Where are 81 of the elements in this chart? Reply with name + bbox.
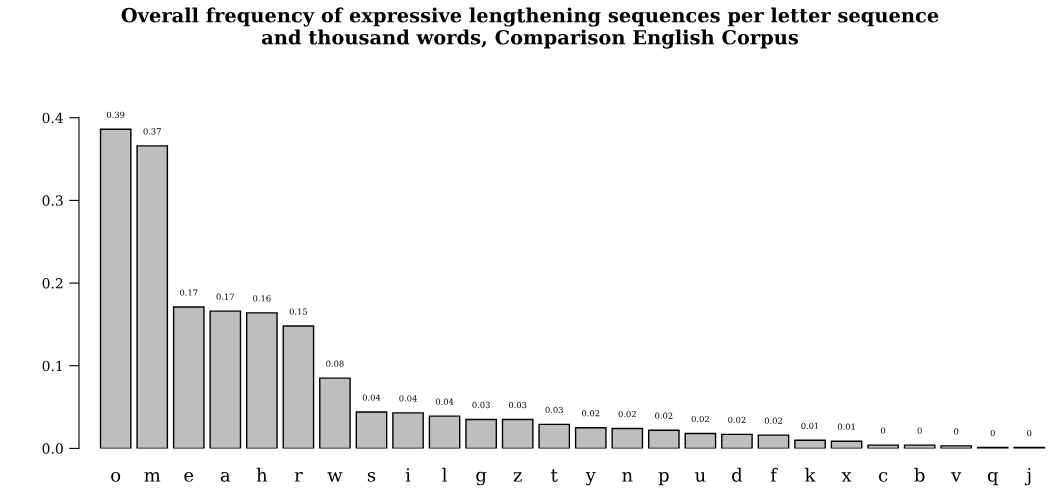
x-tick-label: r <box>294 471 303 482</box>
x-tick-label: l <box>442 467 447 482</box>
x-tick-label: c <box>878 471 888 482</box>
x-tick-label: y <box>585 471 596 486</box>
data-label: 0.02 <box>728 416 746 424</box>
data-label: 0.02 <box>582 410 600 417</box>
y-tick-label: 0.2 <box>42 278 63 289</box>
data-label: 0.03 <box>472 401 490 409</box>
data-label: 0.02 <box>618 410 636 418</box>
data-label: 0.04 <box>399 395 417 402</box>
x-tick-label: q <box>987 471 998 486</box>
bar <box>574 427 607 449</box>
bar <box>538 423 571 449</box>
bar <box>647 429 680 449</box>
bar <box>172 306 205 449</box>
data-label: 0 <box>954 428 959 435</box>
x-tick-label: o <box>111 471 121 482</box>
x-tick-label: p <box>658 471 669 486</box>
data-label: 0.03 <box>545 406 563 414</box>
data-label: 0.08 <box>326 360 344 367</box>
data-label: 0.01 <box>801 422 819 429</box>
bar <box>501 418 534 449</box>
data-label: 0 <box>881 427 886 434</box>
bar <box>611 427 644 449</box>
y-tick-label: 0.4 <box>42 112 64 124</box>
y-tick-label: 0.1 <box>42 360 62 372</box>
x-tick-label: u <box>695 472 706 482</box>
x-tick-label: v <box>951 472 962 482</box>
x-tick-label: j <box>1024 468 1031 486</box>
bar <box>392 412 424 449</box>
x-tick-label: f <box>770 467 778 482</box>
bar <box>867 444 899 449</box>
bar <box>794 439 826 449</box>
bar <box>245 312 278 449</box>
data-label: 0 <box>990 429 995 437</box>
x-tick-label: z <box>513 472 522 482</box>
data-label: 0.03 <box>508 401 527 409</box>
x-tick-label: n <box>622 471 633 482</box>
bar <box>355 411 388 449</box>
data-label: 0 <box>917 427 922 434</box>
data-label: 0.17 <box>216 293 234 300</box>
bar <box>209 310 242 449</box>
data-label: 0.02 <box>691 415 709 423</box>
bar <box>319 377 351 449</box>
bar <box>940 445 973 449</box>
data-label: 0.15 <box>289 308 308 315</box>
bar <box>684 432 717 449</box>
x-tick-label: g <box>476 471 487 486</box>
x-tick-label: a <box>220 471 231 482</box>
x-tick-label: t <box>551 469 558 482</box>
x-tick-label: e <box>184 471 194 482</box>
bar <box>903 444 936 449</box>
bar <box>282 325 315 449</box>
bar <box>757 434 790 449</box>
data-label: 0.02 <box>655 412 673 419</box>
data-label: 0.02 <box>764 417 782 424</box>
bar <box>136 145 169 449</box>
x-tick-label: s <box>367 471 376 482</box>
bar <box>428 415 461 449</box>
x-tick-label: d <box>732 467 743 482</box>
y-tick-label: 0.0 <box>42 443 63 454</box>
x-tick-label: i <box>405 468 411 482</box>
data-label: 0.37 <box>143 128 161 135</box>
x-tick-label: h <box>256 467 268 482</box>
data-label: 0.16 <box>253 295 271 302</box>
data-label: 0.04 <box>362 394 381 401</box>
chart-title: Overall frequency of expressive lengthening sequences per letter sequence and thousand words, Comparison English Corpus <box>121 7 939 49</box>
x-tick-label: w <box>327 472 343 482</box>
bar <box>721 433 753 449</box>
data-label: 0.17 <box>180 289 198 296</box>
x-tick-label: b <box>914 467 925 482</box>
x-tick-label: k <box>805 467 816 482</box>
data-label: 0.04 <box>435 398 454 405</box>
data-label: 0 <box>1027 429 1032 437</box>
y-tick-label: 0.3 <box>42 195 63 206</box>
data-label: 0.01 <box>837 423 855 430</box>
x-tick-label: x <box>841 472 852 482</box>
data-label: 0.39 <box>106 111 125 118</box>
bar <box>465 418 497 449</box>
x-tick-label: m <box>144 471 161 482</box>
bar <box>99 128 132 449</box>
